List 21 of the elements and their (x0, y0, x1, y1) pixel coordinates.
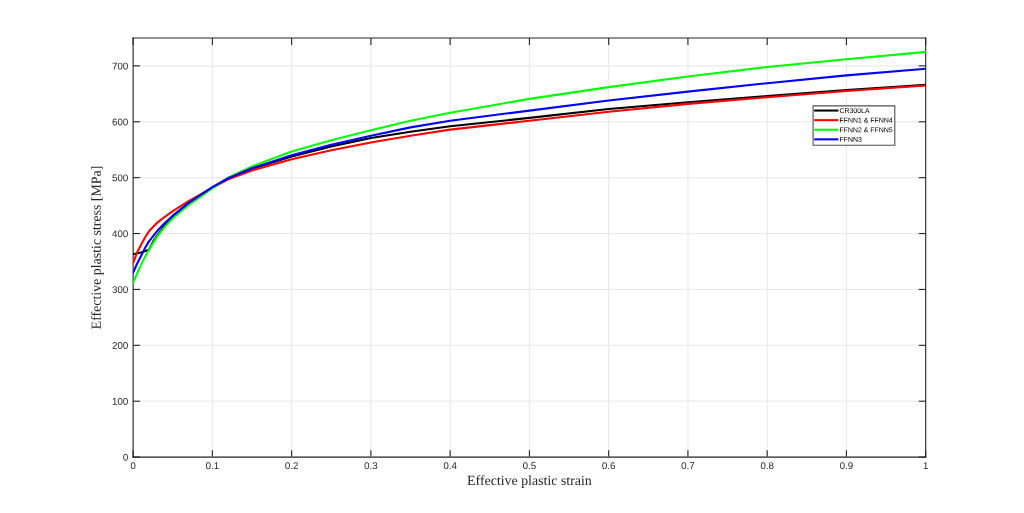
y-tick-label: 700 (112, 62, 128, 70)
x-tick-label: 0.5 (523, 462, 536, 470)
y-tick-label: 200 (112, 342, 128, 349)
x-tick-label: 0.8 (760, 462, 774, 470)
y-tick-label: 0 (123, 453, 128, 461)
y-tick-label: 500 (112, 174, 128, 182)
y-axis-title: Effective plastic stress [MPa] (90, 166, 104, 329)
x-tick-label: 1 (923, 462, 928, 469)
x-tick-label: 0.2 (285, 462, 298, 470)
x-tick-label: 0 (130, 462, 136, 470)
y-tick-label: 400 (112, 230, 128, 238)
x-tick-label: 0.7 (681, 462, 695, 470)
x-tick-label: 0.6 (602, 462, 615, 470)
x-tick-label: 0.3 (364, 462, 378, 470)
y-tick-label: 300 (112, 286, 128, 294)
x-tick-label: 0.9 (840, 462, 853, 470)
y-tick-label: 600 (112, 118, 128, 126)
x-tick-label: 0.4 (443, 462, 457, 470)
y-tick-label: 100 (112, 397, 128, 405)
x-tick-label: 0.1 (206, 462, 219, 470)
x-axis-title: Effective plastic strain (467, 475, 592, 488)
